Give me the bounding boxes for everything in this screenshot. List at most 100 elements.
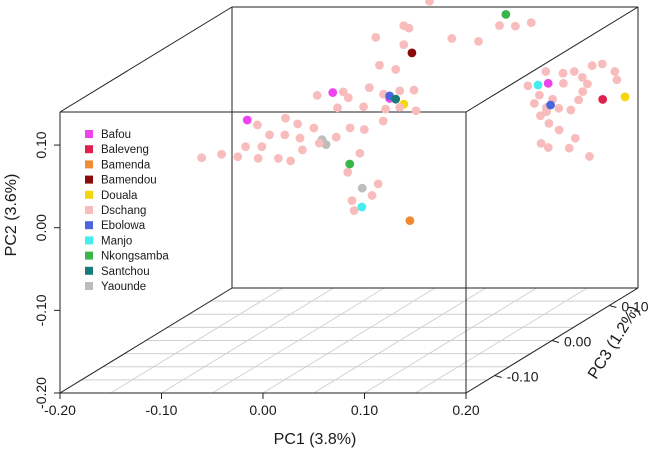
point-dschang — [312, 91, 322, 100]
point-dschang — [495, 21, 504, 30]
legend-swatch-santchou — [85, 266, 93, 275]
floor-grid-line — [415, 287, 588, 394]
legend-swatch-ebolowa — [85, 221, 93, 230]
y-tick-label: -0.10 — [33, 294, 49, 326]
floor-grid-line — [313, 287, 486, 394]
x-tick-label: -0.20 — [44, 402, 76, 418]
point-nkongsamba — [501, 9, 511, 19]
point-dschang — [411, 106, 421, 116]
point-dschang — [529, 98, 539, 108]
point-dschang — [564, 143, 574, 153]
y-tick-label: 0.00 — [33, 214, 49, 241]
point-dschang — [543, 143, 553, 152]
point-dschang — [331, 132, 341, 142]
point-dschang — [585, 152, 594, 161]
point-dschang — [510, 21, 520, 31]
point-dschang — [395, 103, 405, 112]
legend-label-baleveng: Baleveng — [101, 144, 149, 156]
axis-ticks: -0.20 -0.10 0.00 0.10 0.20 -0.20 -0.10 0.00 0.10… — [33, 131, 649, 418]
point-dschang — [610, 67, 620, 76]
z-tick-mark — [551, 340, 560, 343]
point-dschang — [373, 179, 383, 189]
point-dschang — [281, 113, 290, 123]
z-tick-label: -0.10 — [507, 369, 539, 385]
point-dschang — [566, 105, 576, 115]
point-dschang — [612, 75, 622, 85]
point-dschang — [355, 148, 365, 158]
point-dschang — [381, 104, 390, 114]
point-yaounde — [321, 140, 331, 149]
point-dschang — [391, 65, 401, 74]
x-tick-label: 0.00 — [249, 402, 276, 418]
point-dschang — [338, 87, 348, 97]
y-axis-label: PC2 (3.6%) — [3, 174, 20, 257]
legend-swatch-bamendou — [85, 175, 93, 184]
legend-label-dschang: Dschang — [101, 205, 146, 217]
point-dschang — [349, 206, 359, 215]
legend-label-bamendou: Bamendou — [101, 175, 157, 187]
z-tick-label: 0.10 — [621, 299, 648, 315]
point-dschang — [293, 119, 303, 129]
point-bafou — [328, 88, 338, 97]
point-bafou — [543, 78, 553, 88]
legend: Bafou Baleveng Bamenda Bamendou Douala Dschan… — [85, 129, 169, 293]
point-dschang — [447, 34, 457, 43]
point-dschang — [399, 40, 409, 50]
legend-swatch-dschang — [85, 206, 93, 214]
point-dschang — [526, 18, 536, 28]
point-manjo — [533, 80, 543, 90]
point-dschang — [345, 123, 355, 133]
point-dschang — [558, 68, 568, 78]
z-tick-label: 0.00 — [564, 334, 591, 350]
point-dschang — [583, 79, 592, 89]
point-dschang — [241, 142, 250, 152]
point-dschang — [541, 67, 551, 76]
point-dschang — [314, 138, 324, 148]
point-dschang — [570, 133, 580, 143]
point-yaounde — [357, 183, 367, 193]
point-dschang — [265, 130, 274, 140]
z-tick-mark — [494, 375, 502, 378]
x-axis-label: PC1 (3.8%) — [274, 431, 357, 448]
data-points — [197, 0, 630, 226]
point-dschang — [523, 81, 533, 91]
legend-swatch-baleveng — [85, 145, 93, 154]
box-edge — [59, 287, 233, 394]
z-tick-mark — [609, 305, 617, 308]
point-bamendou — [407, 48, 417, 58]
legend-label-nkongsamba: Nkongsamba — [101, 251, 169, 263]
legend-swatch-bafou — [85, 130, 93, 138]
point-dschang — [554, 103, 564, 113]
point-dschang — [347, 196, 357, 205]
legend-swatch-bamenda — [85, 160, 93, 169]
point-dschang — [378, 116, 388, 126]
point-manjo — [357, 202, 367, 212]
box-edge — [59, 6, 233, 113]
point-dschang — [233, 152, 243, 162]
point-dschang — [367, 191, 377, 200]
legend-label-yaounde: Yaounde — [101, 281, 146, 293]
legend-swatch-douala — [85, 190, 93, 199]
y-tick-label: -0.20 — [33, 377, 49, 409]
point-dschang — [253, 153, 263, 163]
point-dschang — [197, 153, 207, 163]
point-dschang — [578, 87, 588, 96]
legend-label-douala: Douala — [101, 190, 138, 202]
point-santchou — [391, 94, 401, 104]
point-dschang — [587, 61, 597, 70]
point-dschang — [286, 156, 295, 166]
point-dschang — [343, 167, 353, 177]
point-dschang — [536, 139, 546, 148]
point-bafou — [242, 115, 252, 125]
box-edge — [465, 6, 639, 113]
point-dschang — [280, 130, 290, 140]
point-dschang — [274, 153, 283, 163]
point-dschang — [364, 83, 374, 92]
legend-swatch-nkongsamba — [85, 251, 93, 260]
point-dschang — [597, 59, 607, 69]
legend-swatch-manjo — [85, 236, 93, 245]
point-dschang — [425, 0, 434, 6]
x-tick-label: 0.10 — [351, 402, 378, 418]
point-dschang — [343, 93, 353, 103]
